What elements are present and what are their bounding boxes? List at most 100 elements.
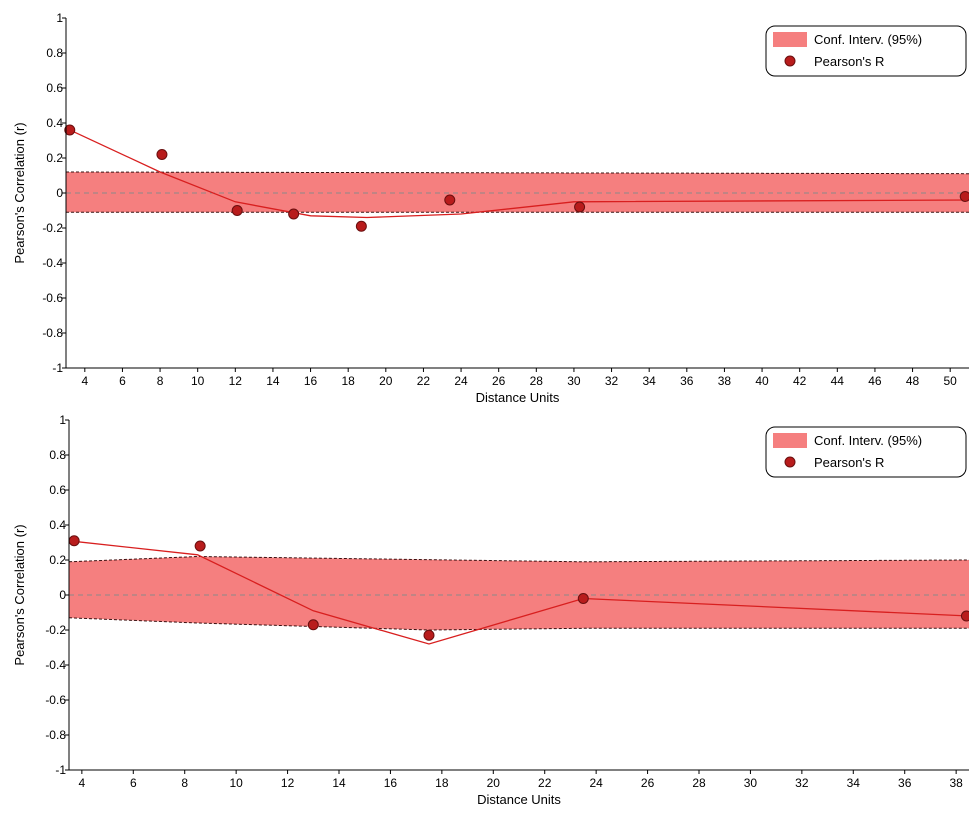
legend: Conf. Interv. (95%) Pearson's R [765,426,967,478]
x-tick-label: 20 [487,776,501,790]
confidence-band [66,172,969,213]
pearson-point [444,194,456,206]
pearson-point [423,629,435,641]
legend-band-swatch [773,32,807,47]
x-tick-label: 8 [157,374,164,388]
legend-box [765,25,967,77]
y-axis-title: Pearson's Correlation (r) [12,122,27,263]
x-tick-label: 28 [692,776,706,790]
x-tick-label: 26 [492,374,506,388]
x-tick-label: 12 [281,776,295,790]
x-tick-label: 20 [379,374,393,388]
x-axis-title: Distance Units [476,390,560,405]
legend-label-conf-interval: Conf. Interv. (95%) [814,32,922,47]
y-tick-label: 1 [59,413,66,427]
pearson-point [960,610,969,622]
x-axis-title: Distance Units [477,792,561,807]
y-axis-title: Pearson's Correlation (r) [12,524,27,665]
x-tick-label: 18 [435,776,449,790]
chart-panel-2: 1 0.8 0.6 0.4 0.2 0 -0.2 -0.4 -0.6 -0.8 -1 4 6 8 10 12 1… [12,413,969,807]
legend-box [765,426,967,478]
y-tick-label: -0.8 [45,728,66,742]
legend-label-conf-interval: Conf. Interv. (95%) [814,433,922,448]
y-tick-label: -1 [52,361,63,375]
pearson-point [231,205,243,216]
chart-panel-1: 10.80.60.40.20-0.2-0.4-0.6-0.8-14 6 8 10 12 1… [12,11,969,405]
pearson-point [194,540,206,552]
x-tick-label: 32 [605,374,619,388]
x-tick-label: 44 [831,374,845,388]
y-tick-label: -0.2 [45,623,66,637]
pearson-point [574,201,586,213]
y-tick-label: 0.2 [46,151,63,165]
x-tick-label: 10 [229,776,243,790]
pearson-point [156,149,168,160]
y-tick-label: 0.4 [46,116,63,130]
y-tick-label: -0.4 [45,658,66,672]
y-tick-label: 0 [59,588,66,602]
legend-band-swatch [773,433,807,448]
y-tick-label: -0.6 [45,693,66,707]
x-tick-label: 50 [944,374,958,388]
y-tick-label: 0.8 [49,448,66,462]
legend: Conf. Interv. (95%) Pearson's R [765,25,967,77]
x-tick-label: 36 [898,776,912,790]
x-tick-label: 30 [744,776,758,790]
y-tick-label: -0.4 [42,256,63,270]
x-tick-label: 36 [680,374,694,388]
confidence-upper-bound [65,171,969,175]
x-tick-label: 28 [530,374,544,388]
pearson-point [68,535,80,547]
x-tick-label: 42 [793,374,807,388]
x-tick-label: 12 [229,374,243,388]
y-tick-label: 0.6 [49,483,66,497]
x-tick-label: 4 [79,776,86,790]
x-tick-label: 46 [868,374,882,388]
confidence-band [69,556,969,630]
y-tick-label: -1 [55,763,66,777]
y-tick-label: 0.8 [46,46,63,60]
x-tick-label: 48 [906,374,920,388]
x-tick-label: 16 [304,374,318,388]
pearson-point [355,220,367,232]
y-tick-label: 1 [56,11,63,25]
x-tick-label: 4 [81,374,88,388]
x-tick-label: 34 [643,374,657,388]
y-tick-label: 0 [56,186,63,200]
pearson-point [64,124,76,136]
pearson-point [307,619,319,631]
x-tick-label: 38 [718,374,732,388]
pearson-trend-line [68,540,969,645]
x-tick-label: 6 [130,776,137,790]
y-tick-label: 0.6 [46,81,63,95]
x-tick-label: 8 [181,776,188,790]
x-tick-label: 24 [589,776,603,790]
y-tick-label: 0.4 [49,518,66,532]
x-tick-label: 24 [454,374,468,388]
confidence-upper-bound [68,555,969,563]
legend-label-pearson-r: Pearson's R [814,54,884,69]
x-tick-label: 40 [755,374,769,388]
x-tick-label: 22 [417,374,431,388]
x-tick-label: 16 [384,776,398,790]
x-tick-label: 26 [641,776,655,790]
x-tick-label: 14 [332,776,346,790]
x-tick-label: 30 [567,374,581,388]
y-tick-label: -0.2 [42,221,63,235]
y-tick-label: 0.2 [49,553,66,567]
legend-point-swatch [784,456,796,468]
x-tick-label: 22 [538,776,552,790]
x-tick-label: 10 [191,374,205,388]
pearson-point [577,593,589,604]
x-tick-label: 6 [119,374,126,388]
x-tick-label: 38 [949,776,963,790]
x-tick-label: 32 [795,776,809,790]
legend-point-swatch [784,55,796,67]
x-tick-label: 34 [847,776,861,790]
pearson-point [288,208,300,220]
pearson-point [959,191,969,202]
y-tick-label: -0.6 [42,291,63,305]
legend-label-pearson-r: Pearson's R [814,455,884,470]
pearson-trend-line [65,127,969,219]
